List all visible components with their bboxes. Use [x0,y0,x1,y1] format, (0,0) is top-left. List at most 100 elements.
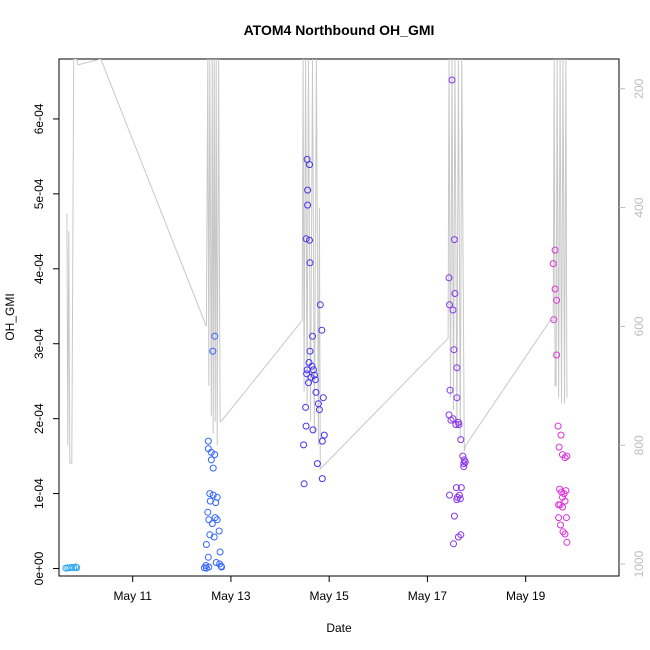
data-point [305,379,312,387]
data-point [73,564,81,572]
data-point [449,415,457,423]
series-flight-4 [445,76,469,548]
data-point [216,548,224,556]
data-point [318,326,326,334]
data-point [212,559,220,566]
data-point [557,431,565,439]
y2-tick-label: 1000 [632,550,646,577]
data-point [311,376,319,384]
y-tick-label: 4e-04 [32,253,46,284]
data-points [62,76,571,572]
data-point [447,416,455,424]
y2-tick-label: 400 [632,197,646,217]
data-point [202,541,210,548]
data-point [211,451,219,459]
y2-tick-label: 200 [632,78,646,98]
data-point [557,521,564,529]
data-point [211,332,219,340]
data-point [300,480,308,488]
data-point [453,364,461,372]
data-point [302,235,310,243]
data-point [556,501,564,509]
data-point [318,475,326,483]
data-point [204,437,212,445]
data-point [555,514,563,522]
data-point [563,452,571,460]
data-point [457,484,465,492]
data-point [450,236,458,244]
data-point [446,301,453,309]
data-point [308,362,316,370]
data-point [209,464,217,472]
data-point [559,528,567,536]
data-point [554,422,562,430]
data-point [561,530,569,538]
y-axis-label: OH_GMI [3,293,17,340]
data-point [316,301,324,309]
x-tick-label: May 13 [211,589,251,603]
y2-tick-label: 800 [632,435,646,455]
data-point [313,460,321,468]
data-point [206,497,214,505]
plot-frame [58,58,620,577]
data-point [318,437,326,445]
data-point [445,274,453,282]
data-point [450,512,458,520]
data-point [550,316,558,324]
data-point [562,514,570,522]
data-point [553,351,561,359]
data-point [205,516,213,524]
data-point [461,458,469,466]
data-point [207,456,215,464]
data-point [204,445,212,453]
data-point [448,76,456,84]
data-point [449,306,457,314]
data-point [304,201,312,209]
x-axis-label: Date [326,621,352,635]
data-point [312,388,320,396]
right-pressure-axis: 200 400 600 800 1000 [619,78,646,577]
data-point [302,422,310,430]
y-tick-label: 2e-04 [32,403,46,434]
data-point [320,431,328,439]
data-point [315,406,323,414]
data-point [215,527,223,535]
data-point [459,452,467,460]
data-point [303,370,311,378]
x-tick-label: May 15 [309,589,349,603]
data-point [446,386,454,394]
data-point [561,497,569,505]
data-point [453,394,461,402]
data-point [209,347,217,355]
series-flight-2 [200,332,226,572]
data-point [457,436,465,444]
data-point [450,346,458,354]
data-point [446,491,453,499]
data-point [204,508,212,516]
series-flight-5 [549,246,571,546]
data-point [309,426,317,434]
data-point [549,260,557,268]
data-point [452,421,460,429]
x-tick-label: May 11 [113,589,152,603]
data-point [460,463,468,471]
data-point [309,332,316,340]
data-point [208,520,216,528]
data-point [454,533,462,541]
data-point [450,540,457,548]
data-point [456,495,464,503]
data-point [202,564,210,572]
data-point [559,503,566,511]
y-tick-label: 6e-04 [32,103,46,134]
data-point [306,161,313,169]
y-tick-label: 1e-04 [32,478,46,509]
data-point [460,460,468,468]
data-point [310,366,317,374]
x-tick-label: May 19 [506,589,546,603]
data-point [319,394,327,402]
data-point [300,441,308,449]
data-point [555,443,563,451]
data-point [453,496,461,504]
data-point [206,490,214,498]
data-point [561,454,569,462]
